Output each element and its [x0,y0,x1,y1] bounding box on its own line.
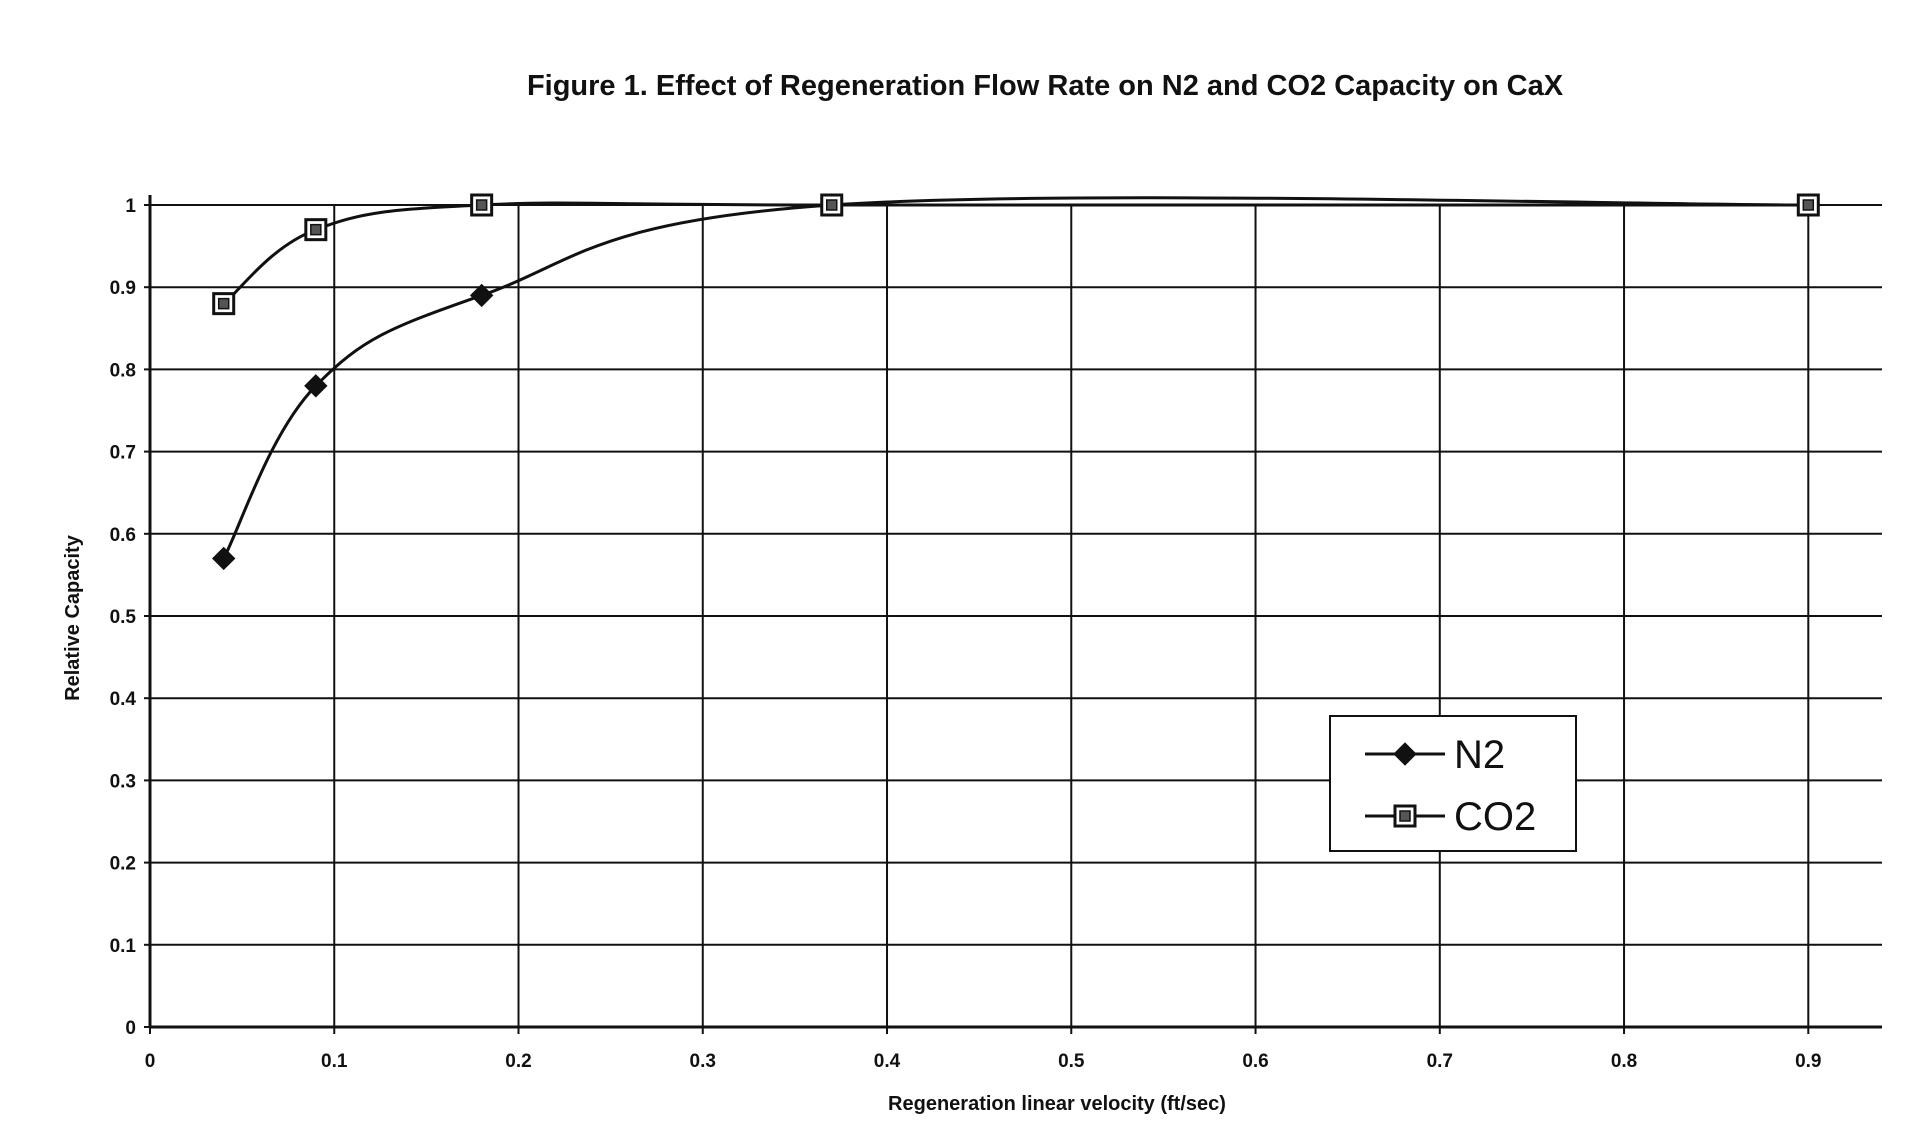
x-tick-label: 0.9 [1795,1051,1821,1072]
y-tick-label: 0 [125,1018,136,1039]
y-tick-label: 0.5 [110,607,137,628]
data-point-co2 [1798,195,1818,215]
legend-box [1330,716,1576,851]
y-tick-label: 0.1 [110,936,137,957]
x-tick-label: 0.1 [321,1051,348,1072]
x-tick-label: 0.2 [505,1051,531,1072]
y-tick-label: 0.2 [110,854,136,875]
y-tick-label: 0.9 [110,278,136,299]
data-point-co2 [214,294,234,314]
y-tick-label: 0.8 [110,360,136,381]
y-axis-label: Relative Capacity [62,534,84,701]
legend-marker-co2 [1395,806,1415,826]
x-axis-label: Regeneration linear velocity (ft/sec) [888,1093,1226,1115]
data-point-co2 [306,220,326,240]
legend: N2CO2 [1330,716,1576,851]
x-tick-label: 0 [145,1051,156,1072]
y-tick-label: 0.3 [110,771,136,792]
data-point-co2 [472,195,492,215]
y-tick-label: 0.4 [110,689,137,710]
x-tick-label: 0.7 [1427,1051,1453,1072]
legend-label: N2 [1454,733,1505,777]
x-tick-label: 0.3 [690,1051,716,1072]
x-tick-label: 0.4 [874,1051,901,1072]
y-tick-label: 0.7 [110,443,136,464]
y-tick-label: 0.6 [110,525,136,546]
legend-label: CO2 [1454,795,1536,839]
y-tick-label: 1 [125,196,136,217]
x-tick-label: 0.8 [1611,1051,1637,1072]
x-tick-label: 0.6 [1242,1051,1268,1072]
chart-title: Figure 1. Effect of Regeneration Flow Ra… [527,70,1564,102]
data-point-co2 [822,195,842,215]
x-tick-label: 0.5 [1058,1051,1085,1072]
